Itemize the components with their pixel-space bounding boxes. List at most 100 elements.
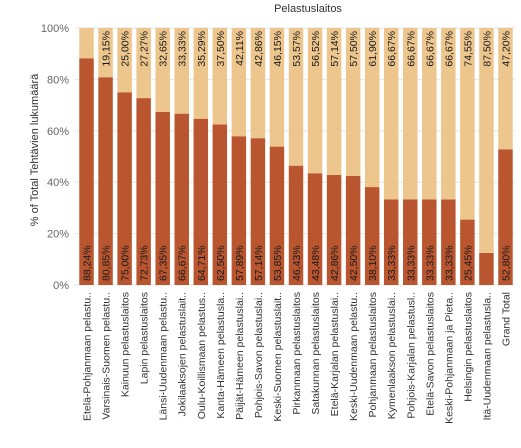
bar-segment-upper[interactable]	[288, 28, 304, 166]
x-tick-label: Pohjanmaan pelastuslaitos	[367, 292, 379, 418]
bar-segment-lower[interactable]	[98, 77, 113, 285]
bar-segment-upper[interactable]	[345, 28, 361, 176]
bar-segment-lower[interactable]	[307, 173, 323, 285]
y-tick-label: 0%	[53, 280, 69, 292]
bar-value-label: 46,43%	[291, 245, 303, 281]
x-tick-label: Grand Total	[500, 292, 512, 346]
bar-segment-lower[interactable]	[79, 58, 94, 285]
x-tick-label: Oulu-Koillismaan pelastus..	[196, 292, 208, 419]
value-labels-layer: 88,24% 80,85% 19,15% 75,00% 25,00% 72,73% 27,2…	[82, 31, 513, 281]
bar-value-label: 27,27%	[139, 31, 151, 67]
bar-segment-upper[interactable]	[326, 28, 342, 175]
bar-value-label: 33,33%	[386, 245, 398, 281]
bar-segment-lower[interactable]	[288, 165, 304, 285]
bar-value-label: 61,90%	[367, 31, 379, 67]
x-tick-label: Päijät-Hämeen pelastuslai..	[234, 292, 246, 420]
bar-value-label: 66,67%	[424, 31, 436, 67]
bar-value-label: 42,86%	[253, 31, 265, 67]
x-tick-label: Etelä-Karjalan pelastuslai..	[329, 292, 341, 416]
x-ticks-layer: Etelä-Pohjanmaan pelastu.. Varsinais-Suom…	[82, 292, 513, 424]
bar-value-label: 74,55%	[462, 31, 474, 67]
bar-segment-lower[interactable]	[403, 199, 418, 285]
bar-value-label: 38,10%	[367, 245, 379, 281]
bar-value-label: 88,24%	[82, 245, 94, 281]
y-tick-label: 60%	[47, 126, 69, 138]
bar-value-label: 53,85%	[272, 245, 284, 281]
bar-value-label: 57,14%	[329, 31, 341, 67]
bar-segment-upper[interactable]	[383, 28, 399, 200]
bar-segment-upper[interactable]	[212, 28, 228, 125]
bar-segment-lower[interactable]	[422, 199, 437, 285]
x-tick-label: Kanta-Hämeen pelastusla..	[215, 292, 227, 419]
y-tick-label: 100%	[41, 23, 69, 35]
bar-value-label: 57,89%	[234, 245, 246, 281]
bar-value-label: 46,15%	[272, 31, 284, 67]
bar-value-label: 42,11%	[234, 31, 246, 66]
bar-segment-upper[interactable]	[98, 28, 113, 78]
bar-value-label: 66,67%	[386, 31, 398, 67]
bar-segment-lower[interactable]	[193, 118, 209, 285]
bar-value-label: 57,50%	[348, 31, 360, 67]
bar-value-label: 25,00%	[120, 31, 132, 67]
bar-segment-upper[interactable]	[403, 28, 418, 200]
bar-value-label: 42,50%	[348, 245, 360, 281]
bar-segment-upper[interactable]	[79, 28, 94, 59]
bar-value-label: 67,35%	[158, 245, 170, 281]
bar-segment-upper[interactable]	[307, 28, 323, 174]
bar-segment-lower[interactable]	[155, 111, 170, 286]
bar-segment-upper[interactable]	[136, 28, 151, 99]
bar-segment-upper[interactable]	[422, 28, 437, 200]
x-tick-label: Lapin pelastuslaitos	[139, 292, 151, 384]
bar-segment-lower[interactable]	[174, 113, 189, 285]
bar-segment-lower[interactable]	[269, 146, 285, 285]
bar-segment-lower[interactable]	[326, 174, 342, 285]
bar-value-label: 19,15%	[101, 31, 113, 67]
bar-segment-upper[interactable]	[479, 28, 494, 253]
bar-segment-upper[interactable]	[231, 28, 247, 137]
bar-segment-lower[interactable]	[383, 199, 399, 285]
bar-segment-upper[interactable]	[250, 28, 266, 139]
bar-segment-upper[interactable]	[193, 28, 209, 119]
bar-value-label: 33,33%	[405, 245, 417, 281]
bar-value-label: 37,50%	[215, 31, 227, 67]
bar-segment-upper[interactable]	[460, 28, 475, 220]
bar-segment-lower[interactable]	[460, 219, 475, 285]
bar-value-label: 75,00%	[120, 245, 132, 281]
x-tick-label: Pohjois-Savon pelastuslai..	[253, 292, 265, 418]
y-tick-label: 80%	[47, 74, 69, 86]
bar-segment-lower[interactable]	[231, 136, 247, 285]
bar-value-label: 33,33%	[424, 245, 436, 281]
bar-segment-lower[interactable]	[479, 252, 494, 285]
bar-segment-upper[interactable]	[174, 28, 189, 114]
bar-value-label: 35,29%	[196, 31, 208, 67]
x-tick-label: Pirkanmaan pelastuslaitos	[291, 292, 303, 415]
bar-segment-upper[interactable]	[364, 28, 380, 188]
bar-segment-lower[interactable]	[441, 199, 456, 285]
bar-segment-upper[interactable]	[441, 28, 456, 200]
bar-value-label: 25,45%	[462, 245, 474, 281]
y-tick-label: 40%	[47, 177, 69, 189]
bar-segment-lower[interactable]	[136, 98, 151, 286]
bar-value-label: 57,14%	[253, 245, 265, 281]
x-tick-label: Etelä-Pohjanmaan pelastu..	[82, 292, 94, 421]
bar-value-label: 42,86%	[329, 245, 341, 281]
bar-value-label: 47,20%	[500, 31, 512, 67]
bar-segment-lower[interactable]	[364, 187, 380, 285]
chart-title: Pelastuslaitos	[274, 3, 342, 15]
bar-segment-lower[interactable]	[212, 124, 228, 285]
bar-segment-lower[interactable]	[250, 138, 266, 285]
bar-segment-upper[interactable]	[498, 28, 513, 150]
bar-segment-lower[interactable]	[498, 149, 513, 285]
x-tick-label: Länsi-Uudenmaan pelastu..	[158, 292, 170, 420]
bar-segment-upper[interactable]	[155, 28, 170, 112]
bar-value-label: 66,67%	[405, 31, 417, 67]
bar-segment-upper[interactable]	[269, 28, 285, 147]
x-tick-label: Keski-Uudenmaan pelastu..	[348, 292, 360, 421]
bar-segment-upper[interactable]	[117, 28, 132, 93]
bar-value-label: 72,73%	[139, 245, 151, 281]
x-tick-label: Keski-Suomen pelastuslait..	[272, 292, 284, 422]
bar-segment-lower[interactable]	[345, 175, 361, 285]
bar-value-label: 87,50%	[481, 31, 493, 67]
bar-segment-lower[interactable]	[117, 92, 132, 285]
